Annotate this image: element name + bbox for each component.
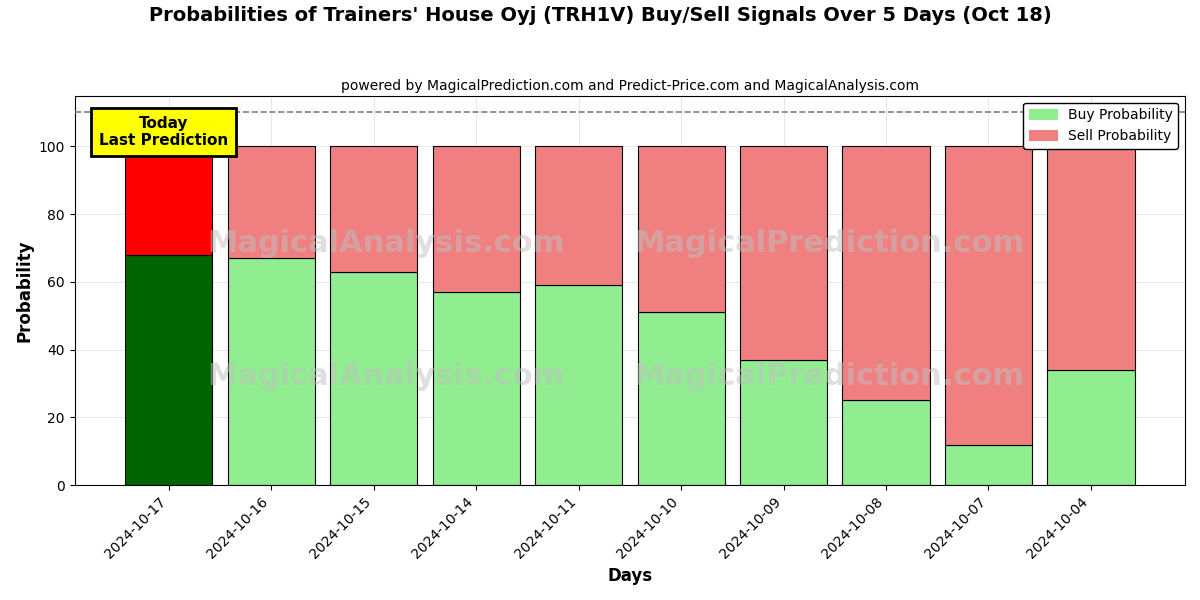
Bar bbox=[330, 146, 418, 272]
Text: MagicalPrediction.com: MagicalPrediction.com bbox=[635, 229, 1025, 258]
Bar bbox=[432, 146, 520, 292]
Title: powered by MagicalPrediction.com and Predict-Price.com and MagicalAnalysis.com: powered by MagicalPrediction.com and Pre… bbox=[341, 79, 919, 93]
Text: Today
Last Prediction: Today Last Prediction bbox=[98, 116, 228, 148]
Bar bbox=[740, 146, 827, 360]
Bar bbox=[740, 360, 827, 485]
Bar bbox=[842, 400, 930, 485]
Text: MagicalAnalysis.com: MagicalAnalysis.com bbox=[206, 229, 564, 258]
Y-axis label: Probability: Probability bbox=[16, 239, 34, 341]
Legend: Buy Probability, Sell Probability: Buy Probability, Sell Probability bbox=[1024, 103, 1178, 149]
Text: MagicalPrediction.com: MagicalPrediction.com bbox=[635, 362, 1025, 391]
Bar bbox=[944, 146, 1032, 445]
Bar bbox=[1048, 370, 1134, 485]
Text: MagicalAnalysis.com: MagicalAnalysis.com bbox=[206, 362, 564, 391]
Bar bbox=[535, 146, 622, 285]
Bar bbox=[432, 292, 520, 485]
Bar bbox=[330, 272, 418, 485]
Bar bbox=[228, 146, 314, 258]
Bar bbox=[637, 313, 725, 485]
Bar bbox=[125, 146, 212, 255]
Text: Probabilities of Trainers' House Oyj (TRH1V) Buy/Sell Signals Over 5 Days (Oct 1: Probabilities of Trainers' House Oyj (TR… bbox=[149, 6, 1051, 25]
Bar bbox=[1048, 146, 1134, 370]
Bar bbox=[842, 146, 930, 400]
Bar bbox=[535, 285, 622, 485]
Bar bbox=[125, 255, 212, 485]
Bar bbox=[637, 146, 725, 313]
Bar bbox=[944, 445, 1032, 485]
X-axis label: Days: Days bbox=[607, 567, 653, 585]
Bar bbox=[228, 258, 314, 485]
